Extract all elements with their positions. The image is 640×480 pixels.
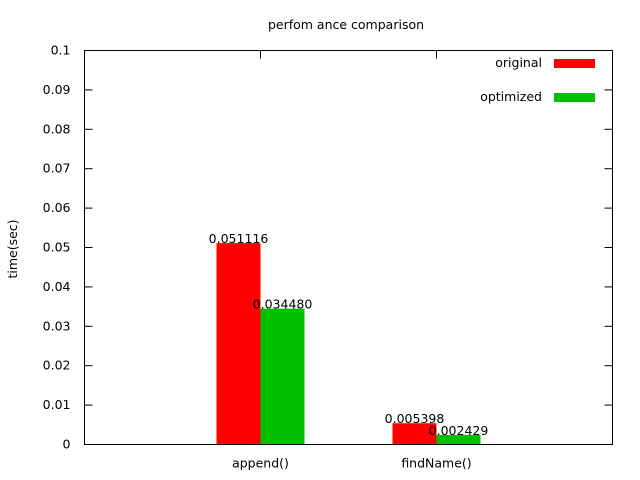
y-tick-label: 0.03 <box>43 318 71 333</box>
x-tick-labels: append() findName() <box>232 456 472 471</box>
y-tick-label: 0.09 <box>43 82 71 97</box>
y-tick-label: 0.04 <box>43 279 71 294</box>
bar-value-label: 0.034480 <box>253 297 313 312</box>
y-tick-label: 0.08 <box>43 121 71 136</box>
bars <box>216 243 481 445</box>
bar-original <box>216 243 261 445</box>
x-tick-label: findName() <box>401 456 471 471</box>
y-tick-label: 0.1 <box>51 43 71 58</box>
bar-value-labels: 0.051116 0.005398 0.034480 0.002429 <box>209 231 489 438</box>
legend-label: original <box>495 55 542 70</box>
legend-swatch-optimized <box>554 93 595 102</box>
bar-value-label: 0.005398 <box>385 411 445 426</box>
bar-optimized <box>436 434 481 445</box>
y-tick-label: 0.06 <box>43 200 71 215</box>
plot-frame <box>84 50 613 445</box>
x-tick-label: append() <box>232 456 289 471</box>
y-axis-label: time(sec) <box>5 219 20 278</box>
y-tick-label: 0 <box>63 437 71 452</box>
chart-title: perfom ance comparison <box>268 17 424 32</box>
y-tick-label: 0.02 <box>43 358 71 373</box>
y-tick-label: 0.07 <box>43 161 71 176</box>
y-tick-labels: 0 0.01 0.02 0.03 0.04 0.05 0.06 0.07 0.08 0.09 0.1 <box>43 43 71 452</box>
bar-original <box>392 423 437 445</box>
bar-optimized <box>260 308 305 445</box>
y-tick-label: 0.01 <box>43 397 71 412</box>
legend-label: optimized <box>480 89 542 104</box>
bar-value-label: 0.051116 <box>209 231 269 246</box>
legend-swatch-original <box>554 59 595 68</box>
axis-ticks <box>84 50 613 445</box>
y-tick-label: 0.05 <box>43 240 71 255</box>
bar-value-label: 0.002429 <box>429 423 489 438</box>
legend: original optimized <box>480 55 595 104</box>
